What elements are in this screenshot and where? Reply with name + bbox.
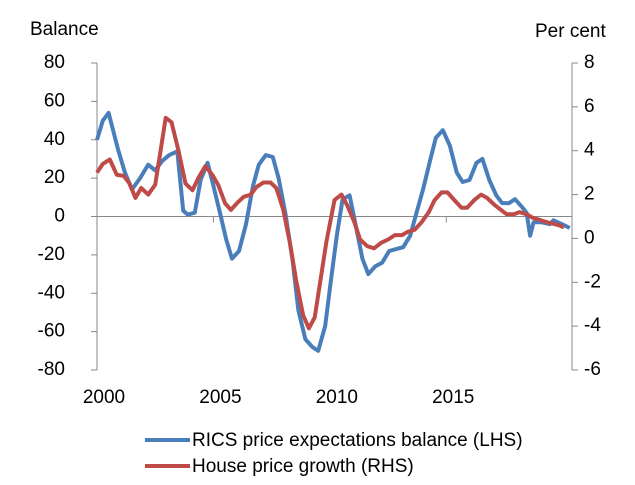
y2-axis-label: Per cent xyxy=(535,21,606,42)
y2-tick-label: 0 xyxy=(584,227,595,248)
y-tick-label: -40 xyxy=(38,282,65,303)
y-axis-label: Balance xyxy=(30,19,99,40)
y2-tick-label: 4 xyxy=(584,140,595,161)
series-line xyxy=(95,115,565,331)
y-tick-label: 20 xyxy=(44,167,65,188)
x-tick-label: 2010 xyxy=(316,387,358,408)
series-line xyxy=(95,110,571,353)
legend-label: RICS price expectations balance (LHS) xyxy=(192,430,523,451)
y-tick-label: -80 xyxy=(38,359,65,380)
y2-tick-label: 2 xyxy=(584,184,595,205)
y2-tick-label: -4 xyxy=(584,315,601,336)
y-tick-label: -60 xyxy=(38,321,65,342)
legend-label: House price growth (RHS) xyxy=(192,456,414,477)
x-tick-label: 2000 xyxy=(83,387,125,408)
x-tick-label: 2005 xyxy=(199,387,241,408)
y2-tick-label: 8 xyxy=(584,52,595,73)
y2-tick-label: 6 xyxy=(584,96,595,117)
y2-tick-label: -2 xyxy=(584,271,601,292)
y2-tick-label: -6 xyxy=(584,359,601,380)
y-tick-label: 60 xyxy=(44,90,65,111)
y-tick-label: 40 xyxy=(44,129,65,150)
x-tick-label: 2015 xyxy=(432,387,474,408)
y-tick-label: -20 xyxy=(38,244,65,265)
y-tick-label: 0 xyxy=(54,206,65,227)
y-tick-label: 80 xyxy=(44,52,65,73)
